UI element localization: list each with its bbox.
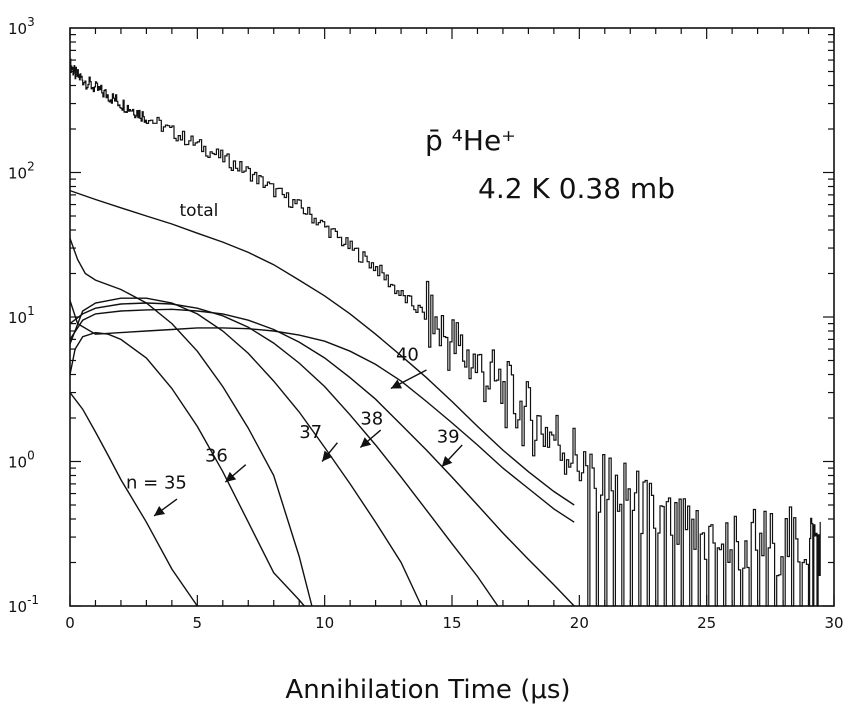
- series-curve-7: [69, 331, 305, 607]
- x-tick-label: 20: [570, 614, 589, 632]
- series-curve-6: [69, 238, 313, 607]
- annotation-n35: n = 35: [126, 473, 187, 494]
- arrow-head: [360, 437, 372, 448]
- y-tick-label: 103: [8, 15, 35, 38]
- annotation-n36: 36: [205, 446, 228, 467]
- series-curve-3: [69, 308, 575, 607]
- x-tick-label: 10: [315, 614, 334, 632]
- y-tick-label: 100: [8, 449, 35, 472]
- series-measured-histogram: [69, 58, 821, 607]
- arrows-layer: [153, 369, 463, 517]
- annotation-n37: 37: [299, 422, 322, 443]
- series-curve-8: [69, 392, 198, 607]
- plot-frame: [69, 27, 835, 607]
- arrow-head: [441, 456, 453, 467]
- y-tick-label: 10-1: [8, 593, 39, 616]
- arrow-head: [390, 379, 403, 389]
- title-line1: p̄ ⁴He⁺: [425, 124, 516, 157]
- x-tick-label: 0: [65, 614, 75, 632]
- series-curve-2: [69, 300, 575, 523]
- x-tick-label: 30: [824, 614, 843, 632]
- arrow-head: [225, 471, 237, 483]
- arrow-head: [154, 505, 166, 516]
- x-axis-label: Annihilation Time (μs): [285, 675, 570, 705]
- annotation-total: total: [180, 201, 219, 221]
- annotation-n38: 38: [360, 409, 383, 430]
- series-curve-5: [69, 297, 423, 607]
- y-tick-label: 102: [8, 160, 35, 183]
- arrow-head: [322, 450, 333, 462]
- x-tick-label: 15: [442, 614, 461, 632]
- annotation-n39: 39: [437, 427, 460, 448]
- axis-ticks: 0 5 10 15 20 25 30 10-1 100 101 102 103: [8, 15, 844, 632]
- series-curve-4: [69, 302, 499, 607]
- series-curve-1: [69, 189, 575, 506]
- x-tick-label: 25: [697, 614, 716, 632]
- annotation-n40: 40: [396, 344, 419, 365]
- y-tick-label: 101: [8, 304, 35, 327]
- title-line2: 4.2 K 0.38 mb: [478, 172, 675, 205]
- curves-layer: [69, 58, 821, 607]
- x-tick-label: 5: [193, 614, 203, 632]
